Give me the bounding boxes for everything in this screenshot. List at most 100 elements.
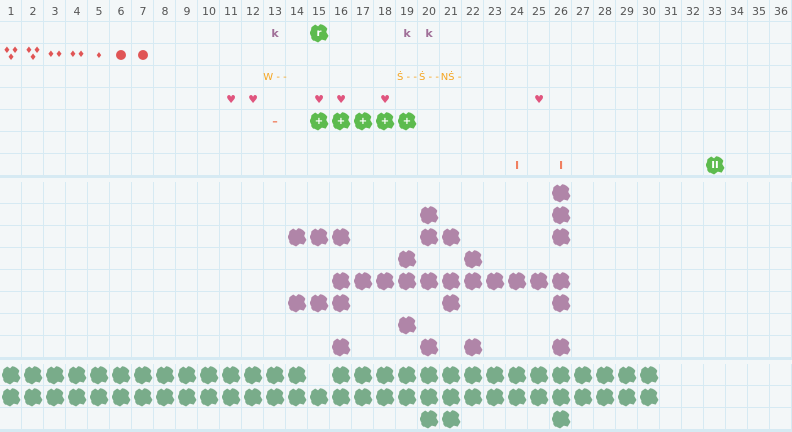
- green-tile[interactable]: [67, 365, 87, 385]
- green-tile[interactable]: [23, 365, 43, 385]
- green-cell[interactable]: [220, 364, 242, 386]
- green-cell[interactable]: [506, 364, 528, 386]
- purple-tile[interactable]: [287, 293, 307, 313]
- green-tile[interactable]: [463, 365, 483, 385]
- green-tile[interactable]: [529, 365, 549, 385]
- green-tile[interactable]: [419, 387, 439, 407]
- green-tile[interactable]: [639, 387, 659, 407]
- green-tile[interactable]: [89, 365, 109, 385]
- green-cell[interactable]: [176, 364, 198, 386]
- top-cell[interactable]: ♦♦ ♦: [22, 44, 44, 66]
- green-tile[interactable]: [111, 387, 131, 407]
- green-tile[interactable]: [221, 387, 241, 407]
- tile-blob[interactable]: +: [331, 111, 351, 131]
- purple-cell[interactable]: [308, 292, 330, 314]
- tile-blob[interactable]: +: [397, 111, 417, 131]
- green-cell[interactable]: [154, 364, 176, 386]
- green-tile[interactable]: [1, 387, 21, 407]
- purple-tile[interactable]: [551, 183, 571, 203]
- green-cell[interactable]: [528, 364, 550, 386]
- green-cell[interactable]: [198, 386, 220, 408]
- purple-tile[interactable]: [441, 293, 461, 313]
- green-cell[interactable]: [22, 364, 44, 386]
- green-cell[interactable]: [462, 386, 484, 408]
- purple-cell[interactable]: [286, 292, 308, 314]
- top-cell[interactable]: ♥: [308, 88, 330, 110]
- top-cell[interactable]: +: [374, 110, 396, 132]
- green-tile[interactable]: [265, 365, 285, 385]
- green-cell[interactable]: [528, 386, 550, 408]
- purple-cell[interactable]: [418, 336, 440, 358]
- green-tile[interactable]: [441, 387, 461, 407]
- green-tile[interactable]: [243, 365, 263, 385]
- top-cell[interactable]: ♦♦: [44, 44, 66, 66]
- top-cell[interactable]: k: [264, 22, 286, 44]
- green-tile[interactable]: [353, 365, 373, 385]
- green-tile[interactable]: [573, 365, 593, 385]
- purple-cell[interactable]: [550, 226, 572, 248]
- purple-tile[interactable]: [463, 337, 483, 357]
- green-cell[interactable]: [110, 386, 132, 408]
- green-tile[interactable]: [397, 387, 417, 407]
- purple-cell[interactable]: [352, 270, 374, 292]
- top-cell[interactable]: ♥: [242, 88, 264, 110]
- green-tile[interactable]: [573, 387, 593, 407]
- purple-cell[interactable]: [440, 226, 462, 248]
- green-cell[interactable]: [330, 364, 352, 386]
- green-tile[interactable]: [353, 387, 373, 407]
- top-cell[interactable]: r: [308, 22, 330, 44]
- top-cell[interactable]: ♦♦ ♦: [0, 44, 22, 66]
- top-cell[interactable]: –: [264, 110, 286, 132]
- green-cell[interactable]: [242, 364, 264, 386]
- purple-cell[interactable]: [330, 292, 352, 314]
- green-cell[interactable]: [22, 386, 44, 408]
- green-cell[interactable]: [572, 386, 594, 408]
- purple-tile[interactable]: [331, 271, 351, 291]
- top-cell[interactable]: +: [352, 110, 374, 132]
- top-cell[interactable]: [132, 44, 154, 66]
- green-tile[interactable]: [1, 365, 21, 385]
- green-cell[interactable]: [176, 386, 198, 408]
- purple-cell[interactable]: [550, 204, 572, 226]
- purple-cell[interactable]: [330, 336, 352, 358]
- green-tile[interactable]: [45, 387, 65, 407]
- purple-tile[interactable]: [507, 271, 527, 291]
- green-cell[interactable]: [0, 386, 22, 408]
- purple-cell[interactable]: [462, 270, 484, 292]
- green-tile[interactable]: [45, 365, 65, 385]
- purple-tile[interactable]: [419, 205, 439, 225]
- purple-cell[interactable]: [286, 226, 308, 248]
- green-cell[interactable]: [132, 364, 154, 386]
- purple-cell[interactable]: [550, 336, 572, 358]
- tile-blob[interactable]: r: [309, 23, 329, 43]
- green-tile[interactable]: [639, 365, 659, 385]
- green-cell[interactable]: [286, 364, 308, 386]
- purple-tile[interactable]: [463, 271, 483, 291]
- green-tile[interactable]: [243, 387, 263, 407]
- green-tile[interactable]: [133, 387, 153, 407]
- purple-tile[interactable]: [419, 337, 439, 357]
- green-tile[interactable]: [23, 387, 43, 407]
- purple-tile[interactable]: [485, 271, 505, 291]
- green-tile[interactable]: [595, 387, 615, 407]
- tile-blob[interactable]: II: [705, 155, 725, 175]
- green-cell[interactable]: [352, 386, 374, 408]
- purple-tile[interactable]: [375, 271, 395, 291]
- purple-tile[interactable]: [397, 315, 417, 335]
- green-cell[interactable]: [110, 364, 132, 386]
- top-cell[interactable]: +: [330, 110, 352, 132]
- green-cell[interactable]: [484, 364, 506, 386]
- top-cell[interactable]: I: [550, 154, 572, 176]
- purple-cell[interactable]: [462, 248, 484, 270]
- purple-tile[interactable]: [529, 271, 549, 291]
- green-cell[interactable]: [440, 386, 462, 408]
- green-cell[interactable]: [550, 364, 572, 386]
- purple-cell[interactable]: [528, 270, 550, 292]
- purple-cell[interactable]: [308, 226, 330, 248]
- green-tile[interactable]: [331, 387, 351, 407]
- green-cell[interactable]: [418, 386, 440, 408]
- purple-tile[interactable]: [463, 249, 483, 269]
- green-tile[interactable]: [199, 365, 219, 385]
- purple-tile[interactable]: [331, 293, 351, 313]
- purple-tile[interactable]: [441, 271, 461, 291]
